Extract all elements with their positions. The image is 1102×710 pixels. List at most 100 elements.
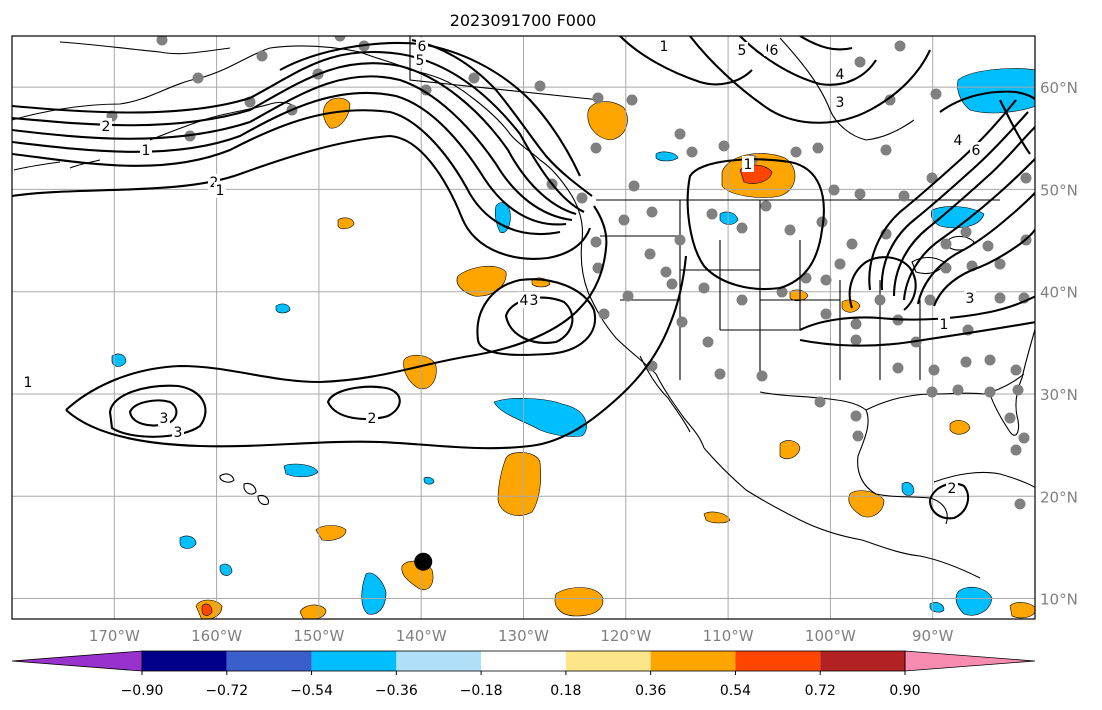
anomaly-area [179, 535, 197, 549]
contour-label: 1 [742, 156, 754, 173]
station-dot [884, 94, 896, 106]
station-dot [686, 146, 698, 158]
colorbar: −0.90 −0.72 −0.54 −0.36 −0.18 0.18 0.36 0.54 0.7… [11, 650, 1036, 699]
colorbar-tick-label: −0.36 [375, 683, 418, 699]
station-dot [736, 222, 748, 234]
colorbar-tick-label: 0.36 [635, 683, 666, 699]
station-dots [106, 36, 1032, 510]
station-dot [622, 290, 634, 302]
station-dot [850, 410, 862, 422]
station-dot [1012, 384, 1024, 396]
height-contour [933, 227, 1035, 307]
height-contour [12, 134, 591, 260]
colorbar-segment [650, 651, 736, 671]
contour-label-bg [518, 292, 530, 308]
station-dot [660, 266, 672, 278]
station-dot [812, 142, 824, 154]
map-frame [11, 35, 1036, 620]
station-dot [894, 40, 906, 52]
station-dot [790, 146, 802, 158]
station-dot [666, 278, 678, 290]
contour-label-text: 1 [940, 317, 949, 333]
contour-label: 1 [22, 374, 34, 391]
anomaly-area [219, 563, 233, 576]
anomaly-area [1009, 602, 1035, 619]
contour-label-text: 4 [520, 293, 529, 309]
contour-label: 5 [414, 52, 426, 69]
station-dot [820, 274, 832, 286]
contour-label-text: 3 [836, 95, 845, 111]
station-dot [892, 362, 904, 374]
height-contour [619, 36, 753, 86]
anomaly-area [299, 604, 327, 619]
station-dot [706, 208, 718, 220]
lon-tick-label: 110°W [703, 627, 754, 645]
contour-label-text: 3 [160, 411, 169, 427]
station-dot [676, 316, 688, 328]
lon-tick-label: 160°W [191, 627, 242, 645]
contour-label: 6 [416, 38, 428, 55]
height-contour [689, 36, 931, 124]
contour-label-bg [834, 94, 846, 110]
contour-label: 3 [158, 410, 170, 427]
lon-tick-label: 140°W [396, 627, 447, 645]
coastline-segment [989, 377, 1023, 436]
contour-label: 6 [970, 142, 982, 159]
anomaly-area [283, 463, 319, 478]
contour-label-text: 1 [744, 157, 753, 173]
station-dot [846, 238, 858, 250]
height-contour [476, 278, 597, 356]
station-dot [820, 308, 832, 320]
colorbar-segment [735, 651, 821, 671]
station-dot [646, 206, 658, 218]
station-dot [674, 234, 686, 246]
height-contour [999, 99, 1031, 155]
contour-label-bg [946, 480, 958, 496]
height-contour [848, 256, 917, 311]
height-contour [799, 295, 1035, 331]
colorbar-segment [565, 651, 651, 671]
latitude-tick-labels: 10°N 20°N 30°N 40°N 50°N 60°N [1040, 79, 1078, 608]
anomaly-area [655, 151, 679, 162]
station-dot [850, 334, 862, 346]
coastline-segment [59, 41, 231, 55]
station-dot [952, 384, 964, 396]
anomaly-area [111, 353, 127, 367]
station-dot [1018, 432, 1030, 444]
contour-label: 5 [736, 42, 748, 59]
contour-label: 2 [366, 410, 378, 427]
station-dot [776, 286, 788, 298]
station-dot [834, 258, 846, 270]
station-dot [880, 144, 892, 156]
lon-tick-label: 130°W [498, 627, 549, 645]
station-dot [994, 258, 1006, 270]
station-dot [702, 336, 714, 348]
station-dot [590, 236, 602, 248]
contour-label-text: 5 [738, 43, 747, 59]
contour-label-text: 5 [416, 53, 425, 69]
height-contour [868, 99, 1017, 291]
colorbar-tick-label: −0.18 [460, 683, 503, 699]
contour-label: 6 [768, 42, 780, 59]
coastline-segment [933, 471, 1035, 489]
station-dot [334, 36, 346, 42]
colorbar-extend-min [11, 650, 143, 672]
station-dot [534, 80, 546, 92]
height-contour [799, 321, 1035, 347]
station-dot [984, 386, 996, 398]
lat-tick-label: 30°N [1040, 386, 1078, 404]
contour-label-text: 1 [24, 375, 33, 391]
anomaly-area [949, 420, 971, 435]
contour-label-bg [970, 142, 982, 158]
station-dot [256, 50, 268, 62]
coastline-segment [947, 235, 975, 251]
anomaly-area [275, 303, 291, 314]
station-dot [926, 172, 938, 184]
height-contour [326, 385, 401, 421]
station-dot [1020, 172, 1032, 184]
contour-label-text: 4 [836, 67, 845, 83]
height-contour [12, 62, 577, 216]
storm-marker [414, 552, 433, 571]
coastline-segment [639, 355, 705, 449]
lat-tick-label: 20°N [1040, 488, 1078, 506]
